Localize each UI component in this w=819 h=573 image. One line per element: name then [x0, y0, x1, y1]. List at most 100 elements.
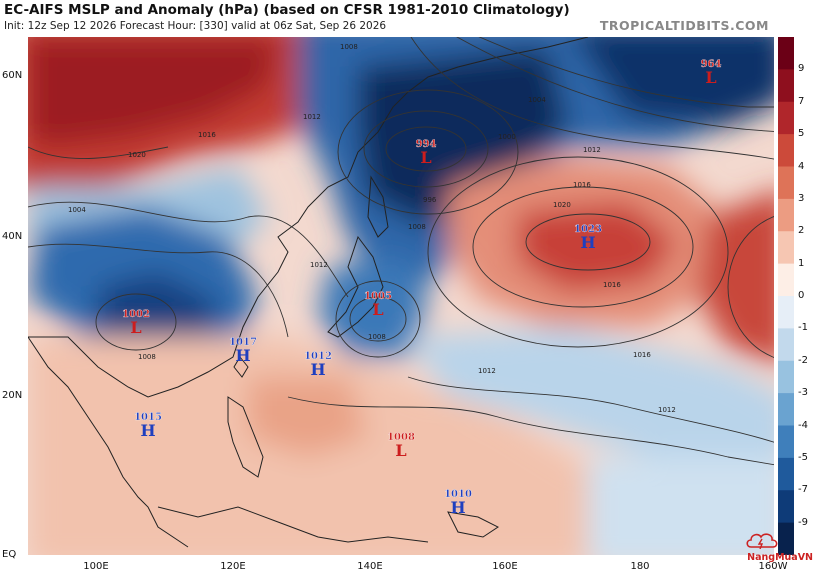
lon-label: 160E	[492, 561, 518, 572]
brand-label: TROPICALTIDBITS.COM	[599, 18, 769, 33]
map-title: EC-AIFS MSLP and Anomaly (hPa) (based on…	[4, 2, 570, 18]
low-pressure-marker: L	[420, 148, 431, 167]
colorbar-segment	[778, 522, 794, 555]
isobar-low-994-b	[363, 110, 489, 188]
isobar-label: 1000	[498, 133, 516, 141]
colorbar-segment	[778, 328, 794, 362]
colorbar-tick-label: 2	[798, 225, 805, 237]
isobar-high-1023	[525, 213, 651, 271]
lon-label: 180	[630, 561, 650, 572]
colorbar-tick-label: -4	[798, 419, 808, 431]
isobar-label: 1008	[340, 43, 358, 51]
colorbar-tick-label: -7	[798, 484, 808, 496]
lon-label: 140E	[357, 561, 383, 572]
isobar-label: 1012	[303, 113, 321, 121]
colorbar-segment	[778, 231, 794, 265]
lat-label: 60N	[2, 70, 23, 81]
isobar-label: 1016	[603, 281, 621, 289]
isobar-low-1005-b	[335, 280, 421, 358]
lat-label: 40N	[2, 231, 23, 242]
pressure-center-value: 1008	[387, 432, 415, 443]
high-pressure-marker: H	[450, 498, 465, 517]
colorbar-segment	[778, 490, 794, 524]
colorbar-tick-label: 5	[798, 128, 805, 140]
lat-label: EQ	[2, 549, 17, 560]
isobar-label: 1016	[633, 351, 651, 359]
high-pressure-marker: H	[235, 346, 250, 365]
colorbar	[778, 37, 794, 555]
isobar-label: 1008	[368, 333, 386, 341]
anomaly-field	[28, 37, 774, 555]
isobar-label: 1012	[583, 146, 601, 154]
colorbar-segment	[778, 425, 794, 459]
low-pressure-marker: L	[372, 300, 383, 319]
colorbar-segment	[778, 69, 794, 103]
colorbar-tick-label: -2	[798, 354, 808, 366]
pressure-center-value: 994	[416, 139, 437, 150]
colorbar-segment	[778, 457, 794, 491]
colorbar-tick-label: 0	[798, 290, 805, 301]
lon-label: 120E	[220, 561, 246, 572]
isobar-label: 1020	[553, 201, 571, 209]
lon-label: 160W	[758, 561, 788, 572]
isobar-high-east	[727, 216, 774, 358]
map-subtitle: Init: 12z Sep 12 2026 Forecast Hour: [33…	[4, 20, 387, 32]
low-pressure-marker: L	[395, 441, 406, 460]
isobar-labels: 1008 1012 1016 1020 1004 1000 996 1012 1…	[68, 43, 676, 414]
colorbar-tick-label: 4	[798, 160, 805, 172]
isobar-label: 1016	[198, 131, 216, 139]
isobar-label: 1020	[128, 151, 146, 159]
pressure-center-value: 1010	[444, 489, 472, 500]
isobar-label: 1012	[310, 261, 328, 269]
pressure-center-value: 1023	[574, 224, 602, 235]
lon-label: 100E	[83, 561, 109, 572]
colorbar-tick-label: -1	[798, 322, 808, 334]
isobar-label: 1008	[408, 223, 426, 231]
pressure-center-value: 1002	[122, 309, 150, 320]
isobar-low-1002	[95, 293, 177, 351]
isobar-high-1023-b	[472, 186, 694, 308]
pressure-center-value: 1017	[229, 337, 257, 348]
mslp-anomaly-map: 1008 1012 1016 1020 1004 1000 996 1012 1…	[28, 37, 774, 555]
isobar-label: 1012	[478, 367, 496, 375]
colorbar-segment	[778, 134, 794, 167]
colorbar-tick-label: 1	[798, 257, 805, 269]
isobar-high-1023-c	[427, 156, 729, 348]
high-pressure-marker: H	[580, 233, 595, 252]
colorbar-segment	[778, 360, 794, 394]
colorbar-tick-label: -5	[798, 451, 808, 463]
high-pressure-marker: H	[310, 360, 325, 379]
pressure-center-value: 1005	[364, 291, 392, 302]
high-pressure-marker: H	[140, 421, 155, 440]
isobar-low-1005	[349, 296, 407, 342]
pressure-center-value: 1012	[304, 351, 332, 362]
pressure-center-value: 1015	[134, 412, 162, 423]
colorbar-segment	[778, 263, 794, 297]
isobar-low-994-c	[337, 89, 519, 215]
low-pressure-marker: L	[705, 68, 716, 87]
colorbar-tick-label: 3	[798, 192, 805, 204]
isobar-label: 1016	[573, 181, 591, 189]
colorbar-tick-label: 7	[798, 95, 805, 107]
coastlines	[28, 37, 589, 548]
isobars	[28, 37, 774, 466]
isobar-label: 1004	[528, 96, 546, 104]
isobar-label: 996	[423, 196, 437, 204]
isobar-label: 1012	[658, 406, 676, 414]
isobar-label: 1004	[68, 206, 86, 214]
colorbar-segment	[778, 101, 794, 135]
colorbar-segment	[778, 166, 794, 200]
watermark-text: NangMuaVN	[747, 552, 813, 563]
low-pressure-marker: L	[130, 318, 141, 337]
colorbar-tick-label: -3	[798, 387, 808, 399]
colorbar-tick-label: 9	[798, 63, 805, 75]
colorbar-segment	[778, 37, 794, 70]
cloud-lightning-icon	[746, 533, 778, 549]
isobar-low-994	[385, 126, 467, 172]
pressure-center-value: 964	[701, 59, 722, 70]
colorbar-segment	[778, 393, 794, 426]
isobar-label: 1008	[138, 353, 156, 361]
colorbar-tick-label: -9	[798, 516, 808, 528]
lat-label: 20N	[2, 390, 23, 401]
